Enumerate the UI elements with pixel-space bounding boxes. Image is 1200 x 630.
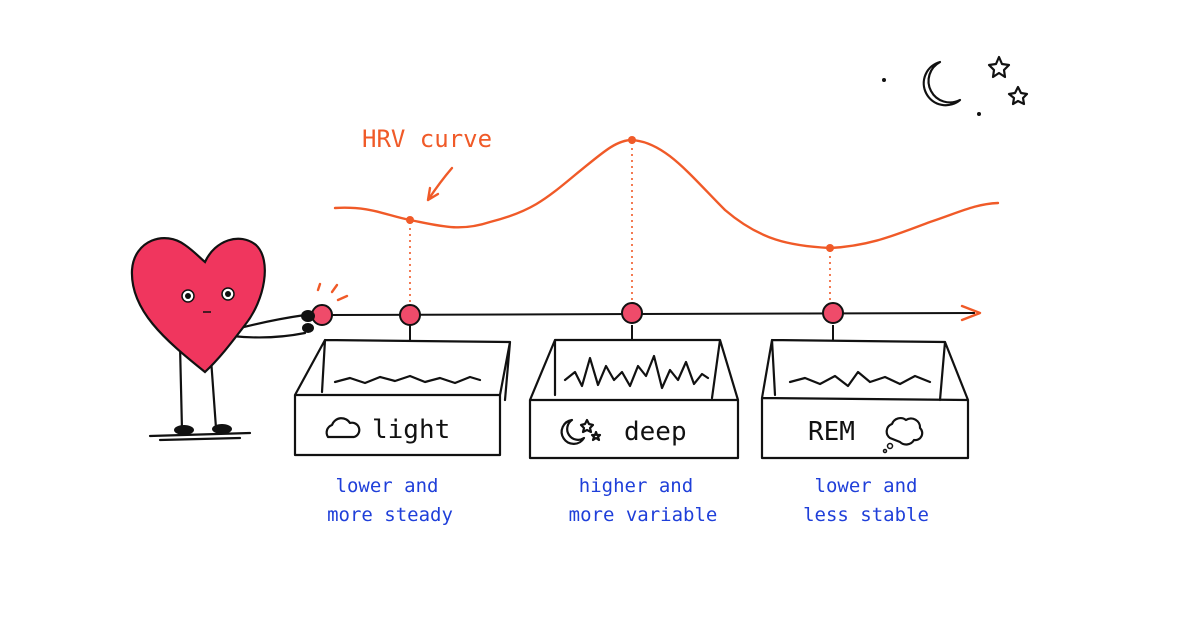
stage-description: lower and [815,475,918,497]
curve-point [628,136,636,144]
stage-description: more steady [327,504,453,526]
spark [316,282,349,302]
stage-description: more variable [569,504,718,526]
curve-point [826,244,834,252]
hrv-curve [333,138,1000,250]
stage-marker [399,304,421,326]
curve-point [406,216,414,224]
timeline [329,312,976,316]
night-sky [882,55,1029,116]
stage-label: REM [808,417,855,447]
stage-marker [621,302,643,324]
heart-character [130,237,315,442]
curve-label: HRV curve [362,125,492,153]
stage-marker [822,302,844,324]
stage-description: lower and [336,475,439,497]
start-marker [311,304,333,326]
timeline-arrow [960,304,982,322]
stage-box: light [293,338,512,457]
stage-label: light [372,415,450,445]
stage-description: less stable [803,504,929,526]
stage-box: REM [760,338,970,460]
label-arrow [426,166,454,202]
stage-label: deep [624,417,687,447]
stage-box: deep [528,338,740,460]
stage-description: higher and [579,475,693,497]
